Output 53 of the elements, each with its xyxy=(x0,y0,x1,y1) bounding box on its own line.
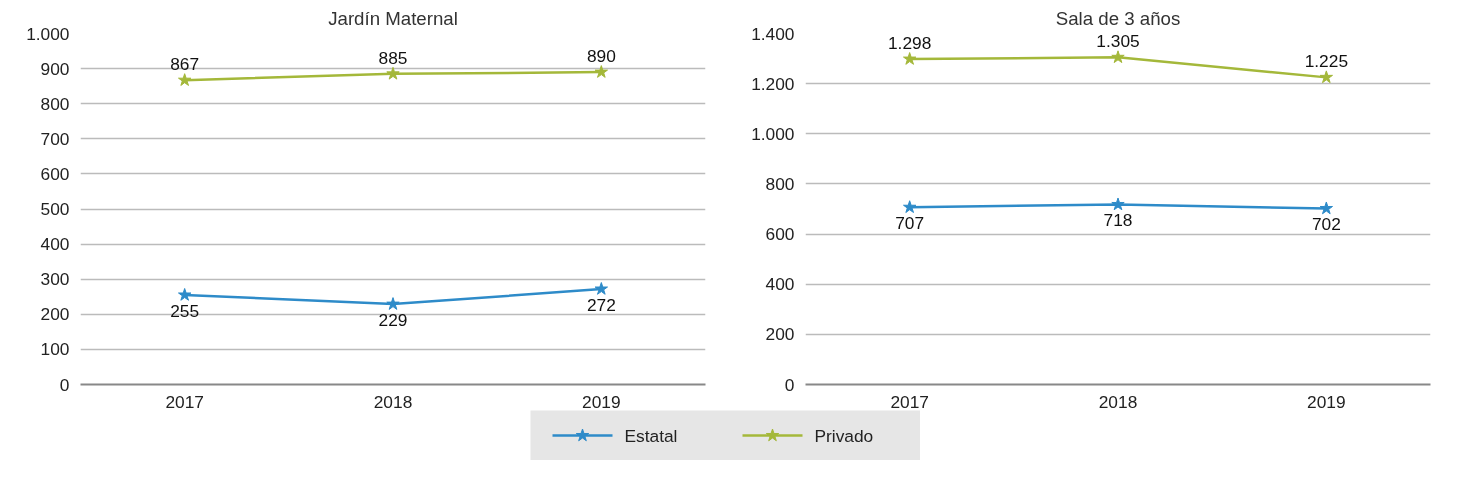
point xyxy=(1319,70,1334,84)
data-label: 1.305 xyxy=(1096,31,1140,52)
point xyxy=(177,73,192,86)
y-tick-label: 800 xyxy=(765,173,795,194)
data-label: 255 xyxy=(170,300,200,321)
x-tick-label: 2017 xyxy=(165,391,204,412)
y-tick-label: 700 xyxy=(40,128,70,149)
data-label: 1.225 xyxy=(1304,51,1349,72)
y-tick-label: 400 xyxy=(765,274,795,295)
x-tick-label: 2018 xyxy=(373,391,413,412)
chart-title: Jardín Maternal xyxy=(328,7,458,29)
data-label: 702 xyxy=(1311,214,1341,235)
x-tick-label: 2019 xyxy=(582,391,621,412)
y-tick-label: 600 xyxy=(40,163,70,184)
y-tick-label: 1.000 xyxy=(26,23,70,44)
data-label: 890 xyxy=(586,46,616,67)
data-label: 885 xyxy=(378,47,408,68)
point xyxy=(386,66,400,80)
x-tick-label: 2018 xyxy=(1098,391,1138,412)
y-tick-label: 100 xyxy=(40,339,70,360)
y-tick-label: 500 xyxy=(40,199,70,219)
data-label: 867 xyxy=(170,54,200,75)
point xyxy=(594,65,609,78)
y-tick-label: 0 xyxy=(784,374,795,395)
point xyxy=(1319,201,1334,215)
y-tick-label: 1.400 xyxy=(751,23,795,44)
y-tick-label: 200 xyxy=(40,304,70,325)
data-label: 707 xyxy=(895,213,925,234)
y-tick-label: 1.200 xyxy=(751,73,795,94)
y-tick-label: 600 xyxy=(765,224,795,245)
legend-label: Privado xyxy=(814,425,874,446)
y-tick-label: 900 xyxy=(40,58,70,79)
y-tick-label: 0 xyxy=(59,374,70,395)
data-label: 1.298 xyxy=(887,33,932,54)
point xyxy=(1111,197,1125,211)
point xyxy=(902,200,917,213)
data-label: 229 xyxy=(378,310,408,331)
y-tick-label: 300 xyxy=(40,269,70,290)
chart-title: Sala de 3 años xyxy=(1055,7,1181,29)
point xyxy=(1111,50,1125,64)
legend-label: Estatal xyxy=(624,425,678,446)
data-label: 272 xyxy=(586,295,616,316)
point xyxy=(177,287,192,301)
y-tick-label: 1.000 xyxy=(751,123,795,144)
x-tick-label: 2019 xyxy=(1307,391,1346,412)
y-tick-label: 200 xyxy=(765,324,795,345)
data-label: 718 xyxy=(1103,210,1133,231)
point xyxy=(594,282,609,295)
point xyxy=(386,297,400,310)
x-tick-label: 2017 xyxy=(890,391,929,412)
point xyxy=(902,52,917,65)
y-tick-label: 400 xyxy=(40,234,70,255)
y-tick-label: 800 xyxy=(40,93,70,114)
